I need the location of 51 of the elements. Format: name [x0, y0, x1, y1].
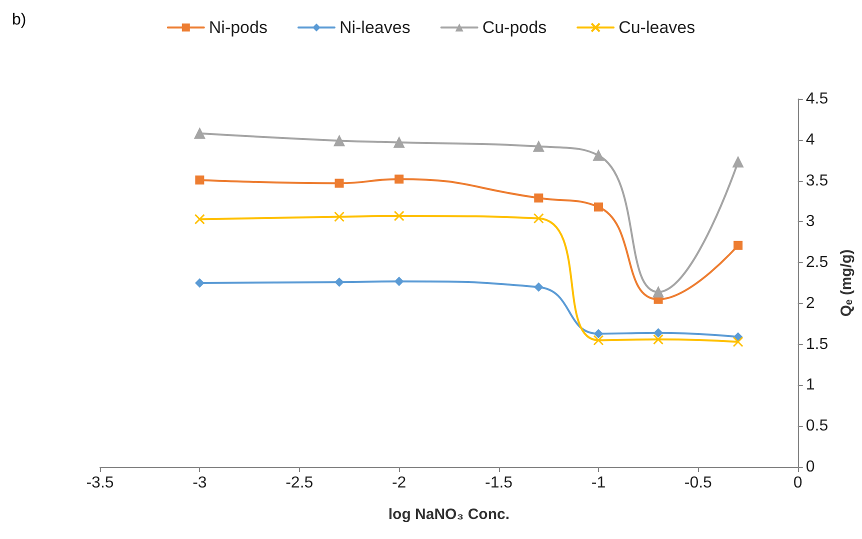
point	[334, 278, 344, 287]
point	[394, 136, 405, 148]
x-tick-label: -3.5	[86, 474, 114, 492]
point	[194, 214, 205, 224]
point	[594, 202, 603, 212]
point	[534, 193, 544, 202]
y-tick-label: 1.5	[806, 336, 828, 353]
y-tick-label: 4	[806, 131, 815, 148]
y-axis-title: Qₑ (mg/g)	[838, 249, 855, 317]
point	[194, 128, 206, 139]
point	[394, 174, 404, 184]
point	[732, 336, 744, 348]
x-tick-label: -2	[392, 474, 406, 492]
point	[652, 286, 664, 298]
text: b)	[12, 12, 26, 28]
y-tick-label: 0	[806, 458, 815, 476]
point	[592, 150, 604, 161]
y-tick-label: 4.5	[806, 90, 828, 108]
x-tick-label: -2.5	[286, 474, 314, 492]
point	[394, 210, 404, 222]
point	[534, 282, 544, 292]
y-tick-label: 0.5	[806, 418, 828, 435]
point	[732, 156, 744, 168]
point	[195, 278, 204, 288]
legend-label: Cu-leaves	[618, 18, 696, 37]
y-tick-label: 1	[806, 376, 815, 394]
y-tick-label: 3	[806, 213, 815, 230]
y-tick-label: 2.5	[806, 254, 828, 272]
point	[734, 240, 743, 250]
x-tick-label: -1.5	[484, 474, 513, 492]
legend-label: Ni-leaves	[339, 18, 410, 37]
x-tick-label: 0	[793, 474, 802, 492]
x-tick-label: -0.5	[684, 474, 712, 492]
point	[533, 213, 544, 224]
point	[195, 175, 204, 184]
y-tick-label: 2	[806, 294, 815, 312]
legend-label: Ni-pods	[208, 18, 268, 37]
legend-label: Cu-pods	[482, 18, 547, 37]
point	[593, 334, 604, 346]
point	[653, 334, 664, 345]
x-axis-title: log NaNO₃ Conc.	[388, 506, 510, 523]
x-tick-label: -1	[591, 474, 606, 492]
y-tick-label: 3.5	[806, 172, 828, 190]
point	[654, 328, 663, 338]
x-tick-label: -3	[192, 474, 207, 492]
point	[334, 178, 344, 188]
point	[334, 212, 345, 222]
point	[394, 276, 404, 286]
point	[594, 329, 603, 338]
point	[334, 135, 345, 146]
point	[533, 140, 544, 152]
